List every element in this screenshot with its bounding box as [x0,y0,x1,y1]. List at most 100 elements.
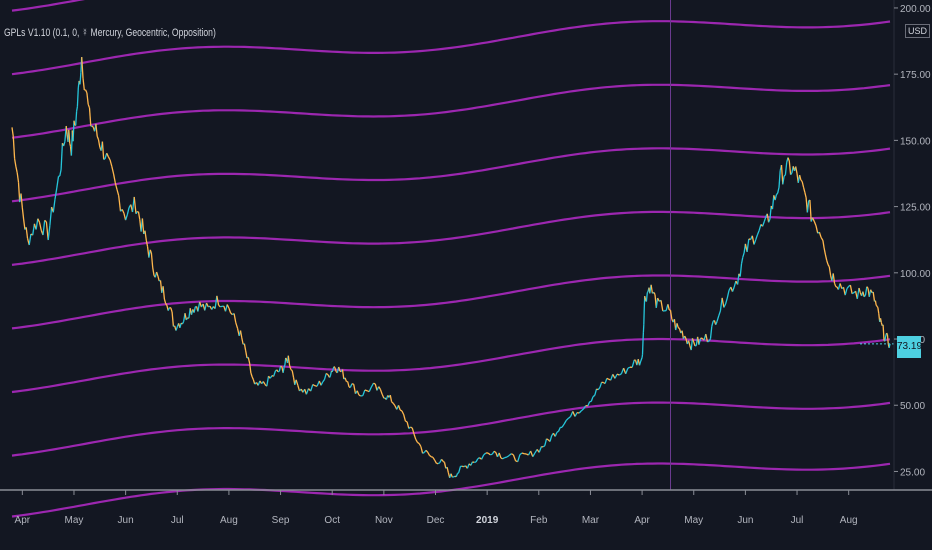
price-segment [580,408,585,412]
price-segment [526,453,529,456]
price-segment [864,286,868,296]
price-segment [684,335,687,339]
price-segment [818,231,822,238]
price-segment [693,341,696,347]
price-segment [21,207,25,220]
price-segment [788,161,792,175]
gpl-line-5 [11,210,891,266]
price-segment [111,166,115,175]
price-segment [297,385,301,392]
price-segment [287,355,291,366]
price-segment [283,364,286,368]
price-segment [731,286,735,292]
price-segment [811,217,815,222]
price-segment [149,249,153,254]
price-segment [769,205,772,220]
price-segment [397,405,401,411]
price-segment [291,370,295,378]
price-segment [882,324,885,341]
price-segment [91,125,94,128]
gpl-line-6 [11,147,891,203]
price-segment [75,111,78,126]
price-segment [748,238,751,241]
price-segment [877,307,880,314]
price-segment [107,156,111,161]
price-segment [403,414,407,422]
price-segment [568,415,572,419]
price-segment [341,369,345,380]
price-segment [374,383,378,391]
price-segment [592,394,596,398]
price-segment [466,463,470,469]
price-segment [783,174,786,177]
gpl-line-2 [11,401,891,457]
price-segment [455,473,459,478]
price-segment [660,300,664,312]
price-segment [826,260,829,265]
indicator-label[interactable]: GPLs V1.10 (0.1, 0, ☿ Mercury, Geocentri… [4,27,216,39]
price-segment [273,370,277,377]
price-segment [500,457,503,460]
price-segment [711,321,714,327]
price-segment [687,340,691,346]
price-segment [487,452,491,456]
price-segment [862,291,865,297]
price-segment [650,284,654,294]
price-segment [204,302,208,311]
price-segment [443,462,447,469]
price-segment [20,193,23,208]
price-segment [758,224,762,231]
price-segment [135,211,138,215]
price-segment [746,238,750,252]
price-segment [833,282,837,287]
currency-label[interactable]: USD [905,24,931,38]
price-segment [512,454,517,462]
price-segment [718,310,722,317]
price-segment [218,304,221,308]
price-segment [719,297,723,311]
price-segment [226,304,230,309]
price-segment [542,445,546,448]
price-segment [389,394,393,402]
price-segment [790,172,793,176]
price-segment [655,298,659,308]
price-segment [616,373,620,376]
time-axis: Apr May Jun Jul Aug Sep Oct Nov Dec 2019 Feb Mar Apr… [15,490,858,526]
price-segment [446,467,450,473]
price-segment [101,141,105,160]
price-segment [401,410,405,415]
price-segment [795,166,798,174]
price-segment [726,290,730,299]
price-segment [362,389,366,396]
price-segment [15,166,18,173]
price-segment [849,284,853,294]
price-segment [162,286,166,300]
price-segment [458,466,462,473]
price-segment [828,266,832,276]
price-segment [344,377,348,382]
price-segment [214,295,218,309]
price-segment [886,334,889,345]
price-segment [103,158,106,161]
time-tick-label: Mar [582,515,600,526]
time-tick-label: Aug [840,515,858,526]
price-segment [590,396,594,402]
price-segment [599,382,603,388]
time-tick-label: 2019 [476,515,499,526]
price-segment [556,430,559,433]
price-segment [47,225,51,241]
price-segment [370,382,375,388]
price-segment [181,321,185,325]
price-segment [667,304,670,311]
price-segment [408,426,411,429]
price-segment [721,297,725,308]
price-segment [22,218,26,230]
price-segment [832,273,836,284]
price-segment [262,381,266,385]
time-tick-label: Jun [118,515,134,526]
price-segment [707,340,710,343]
price-segment [193,306,196,313]
price-segment [276,369,279,373]
price-segment [676,323,679,328]
